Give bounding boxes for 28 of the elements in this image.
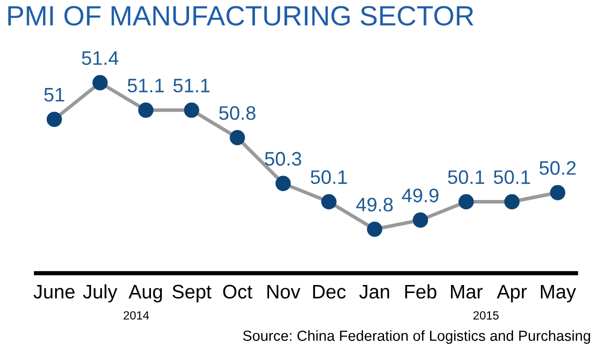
data-label: 49.9 [402,188,438,202]
data-label: 51.1 [128,78,164,92]
data-label: 51.1 [173,78,210,92]
x-tick-label: Dec [313,285,346,299]
x-tick-label: Mar [451,285,483,299]
data-label: 50.2 [540,161,576,175]
data-label: 49.8 [356,198,393,212]
chart-title: PMI OF MANUFACTURING SECTOR [8,6,474,26]
x-tick-label: Feb [405,284,436,299]
data-label: 51 [44,88,64,102]
data-label: 50.1 [494,170,530,184]
x-tick-label: Sept [172,284,212,302]
x-tick-label: June [34,285,75,299]
x-tick-label: Apr [496,285,527,302]
data-label: 50.1 [310,170,347,184]
data-label: 50.8 [219,106,256,120]
source-note: Source: China Federation of Logistics and Purchasing [243,330,590,344]
text: 2015 [473,311,499,320]
x-tick-label: May [540,285,576,302]
x-tick-label: July [83,284,118,302]
x-tick-label: Jan [359,285,390,299]
data-label: 50.3 [264,152,302,166]
data-label: 50.1 [448,170,484,184]
x-tick-label: Aug [128,285,162,302]
text: 2014 [124,311,149,320]
x-tick-label: Oct [223,284,252,299]
x-tick-label: Nov [267,285,300,299]
data-label: 51.4 [82,51,118,65]
